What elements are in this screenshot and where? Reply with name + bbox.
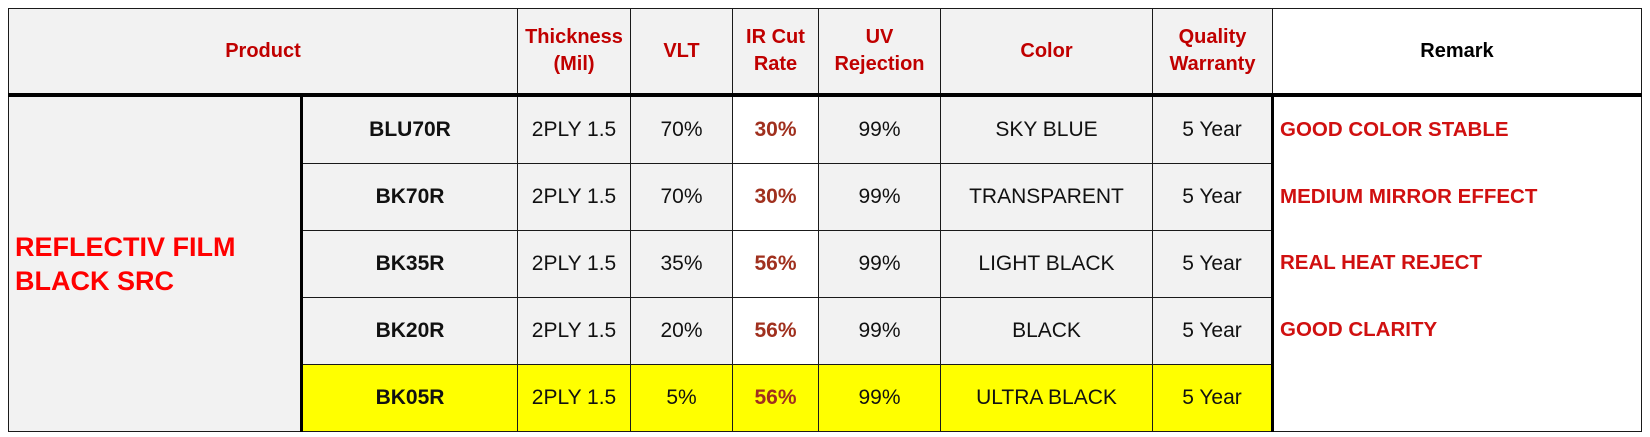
header-color: Color bbox=[940, 8, 1153, 97]
table-row: BK70R 2PLY 1.5 70% 30% 99% TRANSPARENT 5… bbox=[9, 163, 1642, 231]
header-quality-warranty: Quality Warranty bbox=[1152, 8, 1273, 97]
header-vlt: VLT bbox=[630, 8, 733, 97]
product-code: BK20R bbox=[301, 297, 518, 365]
product-code: BK70R bbox=[301, 163, 518, 231]
product-group-name: REFLECTIV FILM BLACK SRC bbox=[8, 94, 303, 432]
ir-cut-cell: 56% bbox=[732, 297, 819, 365]
warranty-cell: 5 Year bbox=[1152, 297, 1273, 365]
remark-text: MEDIUM MIRROR EFFECT bbox=[1280, 184, 1538, 208]
table-row: BK20R 2PLY 1.5 20% 56% 99% BLACK 5 Year bbox=[9, 297, 1642, 365]
vlt-cell: 35% bbox=[630, 230, 733, 298]
header-product: Product bbox=[8, 8, 518, 97]
thickness-cell: 2PLY 1.5 bbox=[517, 230, 631, 298]
color-cell: ULTRA BLACK bbox=[940, 364, 1153, 432]
thickness-cell: 2PLY 1.5 bbox=[517, 364, 631, 432]
color-cell: SKY BLUE bbox=[940, 94, 1153, 164]
warranty-cell: 5 Year bbox=[1152, 94, 1273, 164]
vlt-cell: 70% bbox=[630, 94, 733, 164]
header-uv-rejection: UV Rejection bbox=[818, 8, 941, 97]
product-code: BK35R bbox=[301, 230, 518, 298]
remark-text: GOOD COLOR STABLE bbox=[1280, 118, 1509, 141]
product-code: BK05R bbox=[301, 364, 518, 432]
warranty-cell: 5 Year bbox=[1152, 364, 1273, 432]
remark-text: GOOD CLARITY bbox=[1280, 317, 1438, 341]
uv-rejection-cell: 99% bbox=[818, 364, 941, 432]
remarks-column: GOOD COLOR STABLE MEDIUM MIRROR EFFECT R… bbox=[1271, 94, 1642, 432]
ir-cut-cell: 30% bbox=[732, 163, 819, 231]
thickness-cell: 2PLY 1.5 bbox=[517, 163, 631, 231]
vlt-cell: 70% bbox=[630, 163, 733, 231]
warranty-cell: 5 Year bbox=[1152, 230, 1273, 298]
warranty-cell: 5 Year bbox=[1152, 163, 1273, 231]
product-code: BLU70R bbox=[301, 94, 518, 164]
ir-cut-cell: 56% bbox=[732, 230, 819, 298]
color-cell: BLACK bbox=[940, 297, 1153, 365]
product-spec-table: Product Thickness (Mil) VLT IR Cut Rate … bbox=[8, 8, 1642, 432]
table-row-highlighted: BK05R 2PLY 1.5 5% 56% 99% ULTRA BLACK 5 … bbox=[9, 364, 1642, 432]
header-remark: Remark bbox=[1272, 8, 1642, 97]
color-cell: TRANSPARENT bbox=[940, 163, 1153, 231]
header-thickness: Thickness (Mil) bbox=[517, 8, 631, 97]
header-ir-cut-rate: IR Cut Rate bbox=[732, 8, 819, 97]
uv-rejection-cell: 99% bbox=[818, 230, 941, 298]
table-row: BK35R 2PLY 1.5 35% 56% 99% LIGHT BLACK 5… bbox=[9, 230, 1642, 298]
vlt-cell: 5% bbox=[630, 364, 733, 432]
remark-text: REAL HEAT REJECT bbox=[1280, 251, 1482, 274]
ir-cut-cell: 30% bbox=[732, 94, 819, 164]
uv-rejection-cell: 99% bbox=[818, 94, 941, 164]
uv-rejection-cell: 99% bbox=[818, 163, 941, 231]
thickness-cell: 2PLY 1.5 bbox=[517, 297, 631, 365]
thickness-cell: 2PLY 1.5 bbox=[517, 94, 631, 164]
ir-cut-cell: 56% bbox=[732, 364, 819, 432]
color-cell: LIGHT BLACK bbox=[940, 230, 1153, 298]
vlt-cell: 20% bbox=[630, 297, 733, 365]
uv-rejection-cell: 99% bbox=[818, 297, 941, 365]
table-row: REFLECTIV FILM BLACK SRC BLU70R 2PLY 1.5… bbox=[8, 94, 1642, 432]
header-row: Product Thickness (Mil) VLT IR Cut Rate … bbox=[8, 8, 1642, 97]
